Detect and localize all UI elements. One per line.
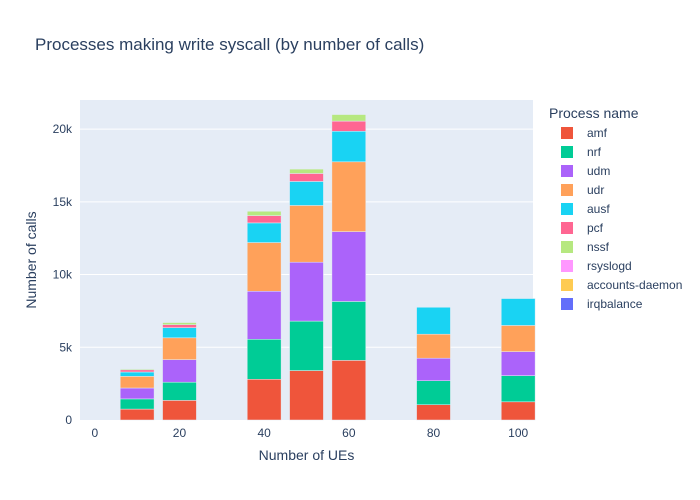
y-tick-label: 0 [65, 413, 72, 427]
bar-ausf-20[interactable] [162, 327, 197, 339]
bar-udr-20[interactable] [162, 337, 197, 360]
legend[interactable]: amf nrf udm udr ausf pcf nssf rsyslogd accounts-… [561, 126, 682, 311]
legend-label-irqbalance[interactable]: irqbalance [587, 297, 643, 311]
bar-ausf-50[interactable] [289, 181, 324, 206]
y-axis-title: Number of calls [23, 211, 39, 308]
x-tick-label: 0 [91, 426, 98, 440]
chart-title: Processes making write syscall (by numbe… [35, 35, 424, 54]
legend-swatch-ausf[interactable] [561, 203, 573, 215]
legend-swatch-nssf[interactable] [561, 241, 573, 253]
legend-label-udm[interactable]: udm [587, 164, 610, 178]
bar-pcf-20[interactable] [162, 324, 197, 328]
bar-udr-60[interactable] [331, 161, 367, 232]
bar-amf-20[interactable] [162, 400, 197, 421]
bar-amf-40[interactable] [246, 379, 282, 421]
x-axis-title: Number of UEs [259, 447, 355, 463]
bar-udm-100[interactable] [500, 351, 536, 376]
legend-swatch-nrf[interactable] [561, 146, 573, 158]
bar-nssf-20[interactable] [162, 322, 197, 325]
legend-swatch-rsyslogd[interactable] [561, 260, 573, 272]
legend-swatch-udr[interactable] [561, 184, 573, 196]
bar-nssf-60[interactable] [331, 114, 367, 122]
bar-amf-80[interactable] [416, 404, 451, 421]
bar-udr-40[interactable] [246, 242, 282, 292]
bar-udm-40[interactable] [246, 291, 282, 340]
legend-swatch-accounts-daemon[interactable] [561, 279, 573, 291]
legend-swatch-pcf[interactable] [561, 222, 573, 234]
bar-udm-60[interactable] [331, 231, 367, 302]
y-tick-label: 10k [53, 268, 73, 282]
bar-nrf-20[interactable] [162, 381, 197, 401]
bar-nrf-100[interactable] [500, 375, 536, 403]
bar-ausf-40[interactable] [246, 222, 282, 243]
bar-nrf-60[interactable] [331, 301, 367, 361]
bar-ausf-60[interactable] [331, 131, 367, 163]
bar-nssf-40[interactable] [246, 211, 282, 216]
x-tick-label: 60 [342, 426, 356, 440]
bar-amf-10[interactable] [119, 408, 155, 421]
bar-amf-50[interactable] [289, 370, 324, 421]
legend-label-nssf[interactable]: nssf [587, 240, 610, 254]
bar-ausf-80[interactable] [416, 307, 451, 335]
bar-nssf-50[interactable] [289, 168, 324, 174]
bar-ausf-10[interactable] [119, 371, 155, 377]
bar-nrf-50[interactable] [289, 320, 324, 371]
legend-title: Process name [549, 105, 639, 121]
y-tick-label: 5k [59, 340, 73, 354]
y-axis-ticks: 0 5k 10k 15k 20k [53, 122, 73, 427]
legend-label-udr[interactable]: udr [587, 183, 604, 197]
bar-udr-80[interactable] [416, 333, 451, 359]
bar-udm-20[interactable] [162, 359, 197, 383]
bar-nrf-40[interactable] [246, 339, 282, 380]
bar-udr-50[interactable] [289, 205, 324, 263]
y-tick-label: 20k [53, 122, 73, 136]
legend-label-pcf[interactable]: pcf [587, 221, 604, 235]
legend-swatch-udm[interactable] [561, 165, 573, 177]
bar-pcf-60[interactable] [331, 120, 367, 132]
bar-pcf-40[interactable] [246, 215, 282, 224]
legend-swatch-irqbalance[interactable] [561, 298, 573, 310]
legend-label-nrf[interactable]: nrf [587, 145, 602, 159]
bar-udm-50[interactable] [289, 261, 324, 322]
x-tick-label: 20 [173, 426, 187, 440]
bars [119, 114, 536, 421]
bar-amf-60[interactable] [331, 360, 367, 421]
legend-swatch-amf[interactable] [561, 127, 573, 139]
legend-label-amf[interactable]: amf [587, 126, 608, 140]
bar-udm-10[interactable] [119, 387, 155, 400]
x-axis-ticks: 0 20 40 60 80 100 [91, 426, 528, 440]
bar-nrf-80[interactable] [416, 380, 451, 405]
bar-udm-80[interactable] [416, 357, 451, 381]
x-tick-label: 40 [257, 426, 271, 440]
bar-udr-100[interactable] [500, 325, 536, 352]
x-tick-label: 80 [427, 426, 441, 440]
bar-udr-10[interactable] [119, 376, 155, 389]
bar-nssf-10[interactable] [119, 368, 155, 371]
legend-label-ausf[interactable]: ausf [587, 202, 610, 216]
bar-nrf-10[interactable] [119, 398, 155, 410]
legend-label-rsyslogd[interactable]: rsyslogd [587, 259, 632, 273]
bar-ausf-100[interactable] [500, 298, 536, 326]
bar-amf-100[interactable] [500, 401, 536, 421]
x-tick-label: 100 [508, 426, 528, 440]
y-tick-label: 15k [53, 195, 73, 209]
legend-label-accounts-daemon[interactable]: accounts-daemon [587, 278, 682, 292]
bar-pcf-10[interactable] [119, 369, 155, 373]
bar-pcf-50[interactable] [289, 173, 324, 182]
